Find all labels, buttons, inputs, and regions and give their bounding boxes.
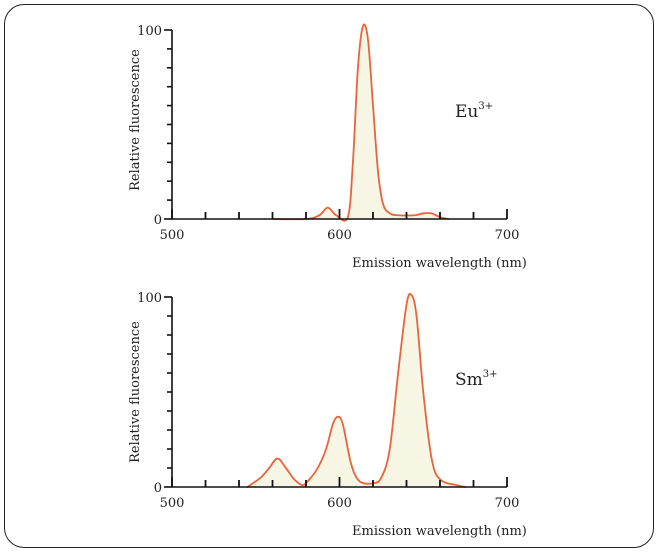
x-axis-minor-ticks (171, 477, 508, 487)
x-tick-label-600: 600 (327, 496, 352, 511)
y-tick-label-0: 0 (154, 481, 162, 496)
series-area-sm (246, 292, 467, 488)
y-tick-label-100: 100 (137, 24, 162, 39)
ion-label-sm: Sm3+ (455, 369, 498, 390)
spectrum-fill (272, 24, 449, 221)
y-tick-label-0: 0 (154, 213, 162, 228)
x-axis-minor-ticks (171, 209, 508, 219)
spectrum-fill (247, 293, 466, 487)
x-tick-label-700: 700 (495, 496, 520, 511)
ion-label-eu: Eu3+ (455, 101, 493, 122)
chart-panel-eu: 100 0 500 600 700 Relative fluorescence … (128, 23, 527, 271)
spectrum-line (271, 23, 450, 222)
x-tick-label-500: 500 (160, 228, 185, 243)
ion-charge: 3+ (478, 101, 493, 112)
series-area-eu (271, 23, 450, 222)
x-axis-title: Emission wavelength (nm) (352, 256, 527, 271)
chart-panel-sm: 100 0 500 600 700 Relative fluorescence … (128, 291, 527, 539)
y-axis-minor-ticks (164, 296, 172, 488)
x-tick-label-500: 500 (160, 496, 185, 511)
y-axis-minor-ticks (164, 29, 172, 220)
spectrum-line (246, 292, 467, 488)
x-tick-label-700: 700 (495, 228, 520, 243)
x-tick-label-600: 600 (327, 228, 352, 243)
x-axis-title: Emission wavelength (nm) (352, 524, 527, 539)
y-tick-label-100: 100 (137, 291, 162, 306)
ion-symbol: Eu (455, 102, 478, 122)
y-axis-title: Relative fluorescence (128, 321, 143, 463)
ion-charge: 3+ (483, 369, 498, 380)
y-axis-title: Relative fluorescence (128, 49, 143, 191)
ion-symbol: Sm (455, 370, 483, 390)
